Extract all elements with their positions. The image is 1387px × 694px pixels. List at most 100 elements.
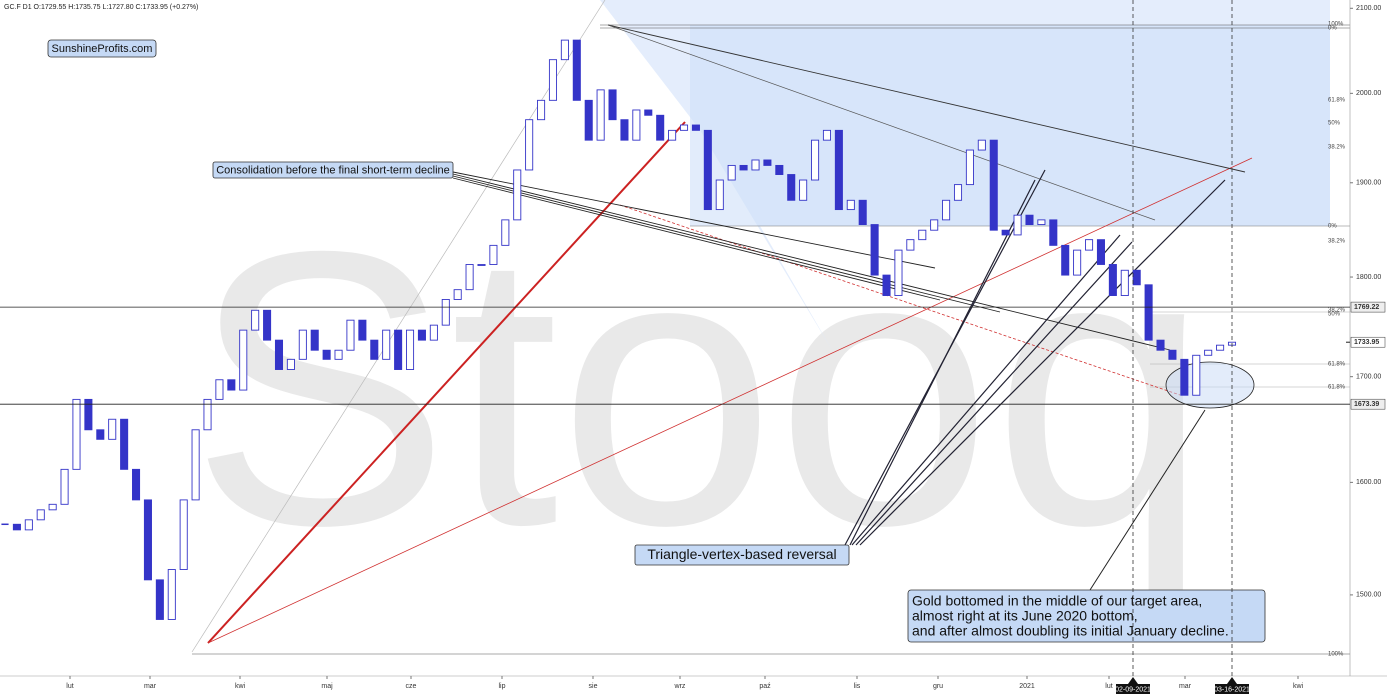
candle <box>203 398 212 431</box>
fib-label: 61.8% <box>1328 362 1346 368</box>
pointer-line <box>452 177 941 301</box>
candle <box>12 523 21 531</box>
candle <box>525 119 534 171</box>
drawings <box>191 0 1350 655</box>
x-tick-label: gru <box>933 683 943 690</box>
candle <box>1049 219 1058 246</box>
candle <box>763 159 772 166</box>
candle <box>834 129 843 211</box>
candle <box>1132 269 1141 286</box>
fib-label: 61.8% <box>1328 98 1346 104</box>
trend-line <box>607 24 1156 221</box>
candle <box>715 179 724 211</box>
shade <box>690 25 1330 226</box>
price-label-box <box>1350 398 1386 410</box>
candle <box>703 129 712 211</box>
pointer-line <box>855 241 1133 546</box>
candle <box>1204 349 1213 356</box>
x-tick-label: cze <box>406 683 417 690</box>
candle <box>679 124 689 131</box>
candle <box>155 579 164 620</box>
candle <box>370 339 379 360</box>
price-label: 1769.22 <box>1354 304 1379 311</box>
candle <box>24 519 33 531</box>
date-marker-label: 03-16-2021 <box>1214 686 1250 693</box>
candle <box>417 329 426 341</box>
candle <box>548 59 558 101</box>
candle <box>406 329 415 370</box>
candle <box>620 119 629 141</box>
annotation-box <box>907 589 1266 643</box>
y-tick-label: 2000.00 <box>1356 90 1381 97</box>
annotation-box <box>47 39 157 58</box>
candle <box>1108 264 1117 296</box>
candle <box>346 319 355 351</box>
pointer-line <box>452 175 1001 313</box>
header: GC.F D1 O:1729.55 H:1735.75 L:1727.80 C:… <box>4 4 198 11</box>
fib-label: 0% <box>1328 26 1337 32</box>
date-marker-arrow <box>1227 677 1237 684</box>
pointer-line <box>851 234 1121 546</box>
date-marker-arrow <box>1128 677 1138 684</box>
pointer-line <box>1089 409 1206 591</box>
candle <box>72 398 81 470</box>
candle <box>751 159 760 171</box>
target-area <box>1165 361 1255 409</box>
candle <box>1216 344 1225 351</box>
candle <box>822 129 831 141</box>
candle <box>96 429 105 440</box>
date-marker-box <box>1215 684 1249 694</box>
fib-label: 38.2% <box>1328 239 1346 245</box>
candle <box>906 239 915 251</box>
x-tick-label: kwi <box>235 683 246 690</box>
candle <box>167 569 176 620</box>
y-tick-label: 1500.00 <box>1356 592 1381 599</box>
x-tick-label: lip <box>498 683 505 690</box>
candle <box>84 398 93 431</box>
candle <box>537 99 546 121</box>
pointer-line <box>452 171 936 269</box>
pointer-line <box>452 173 1171 351</box>
candle <box>632 109 641 141</box>
candle <box>489 244 498 265</box>
candle <box>691 124 700 131</box>
candle <box>263 309 272 341</box>
x-tick-label: lut <box>1105 683 1112 690</box>
annotation-box <box>634 544 850 566</box>
price-label-box <box>1350 336 1386 348</box>
candle <box>60 468 69 505</box>
candle <box>668 129 677 141</box>
candle <box>48 503 57 511</box>
candle <box>239 329 248 391</box>
x-tick-label: lut <box>66 683 73 690</box>
pointer-line <box>859 179 1226 546</box>
candle <box>894 249 903 296</box>
candle <box>596 89 605 141</box>
candle <box>274 339 284 370</box>
candle <box>465 264 474 291</box>
candle <box>572 39 581 101</box>
date-marker-label: 02-09-2021 <box>1115 686 1151 693</box>
candle <box>727 164 736 181</box>
candle <box>429 324 438 341</box>
trend-line <box>607 24 1246 173</box>
candle <box>1013 214 1022 236</box>
candle <box>1001 229 1010 236</box>
watermark: Stooq <box>190 170 1209 608</box>
candle <box>477 264 486 266</box>
annotation: Triangle-vertex-based reversal <box>647 546 836 562</box>
candle <box>858 199 867 226</box>
trend-line <box>619 204 1181 396</box>
y-tick-label: 1900.00 <box>1356 180 1381 187</box>
candle <box>1156 339 1165 351</box>
candle <box>953 184 963 201</box>
candle <box>441 299 450 326</box>
candle <box>918 229 927 241</box>
candle <box>739 164 748 171</box>
candle <box>322 349 331 360</box>
x-tick-label: lis <box>854 683 861 690</box>
candle <box>286 358 295 370</box>
candles <box>1 39 1237 620</box>
x-tick-label: sie <box>589 683 598 690</box>
candle <box>1180 358 1189 396</box>
